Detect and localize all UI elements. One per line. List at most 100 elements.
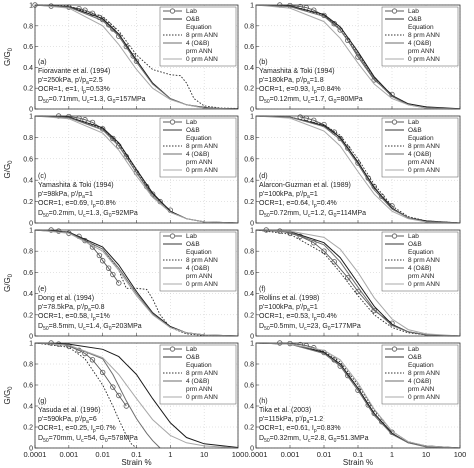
legend-label: prm ANN (408, 159, 435, 166)
grain-label: D50=0.32mm, Uc=2.8, G0=51.3MPa (259, 435, 369, 444)
y-tick-label: 0.4 (244, 291, 254, 298)
reference-label: Dong et al. (1994) (38, 295, 94, 302)
lab-marker (123, 403, 130, 409)
series-line (34, 342, 239, 449)
plot-frame (255, 229, 461, 337)
stress-label: p'=100kPa, p'/pa=1 (259, 304, 318, 313)
y-tick-label: 0.4 (244, 404, 254, 411)
grain-label: D50=0.2mm, Uc=1.3, G0=92MPa (38, 210, 138, 219)
legend-label: prm ANN (186, 159, 213, 166)
legend-label: Equation (408, 24, 434, 31)
grain-label: D50=8.5mm, Uc=1.4, G0=203MPa (38, 323, 142, 332)
lab-marker (133, 58, 140, 64)
series-line (34, 115, 239, 224)
legend-marker (391, 8, 398, 14)
legend-label: 0 prm ANN (408, 394, 440, 401)
lab-marker (110, 271, 116, 278)
reference-label: Tika et al. (2003) (259, 407, 311, 414)
lab-marker (287, 340, 293, 347)
y-tick-label: 1 (29, 341, 33, 348)
stress-label: p'=115kPa, p'/pa=1.2 (259, 416, 323, 425)
series-line (255, 115, 461, 224)
legend-marker (169, 346, 176, 352)
panel-letter: (h) (259, 398, 268, 405)
y-tick-label: 0.8 (244, 362, 254, 369)
index-label: OCR=1, e=0.64, Ip=0.4% (259, 200, 337, 209)
index-label: OCR=1, e=0.93, Ip=0.84% (259, 86, 341, 95)
legend-label: O&B (408, 354, 422, 361)
y-tick-label: 0.4 (23, 291, 33, 298)
y-tick-label: 0.8 (23, 362, 33, 369)
legend-label: 4 (O&B) (186, 40, 209, 47)
series-line (255, 229, 461, 337)
x-tick-label: 0.1 (131, 450, 141, 459)
stress-label: p'=100kPa, p'/pa=1 (259, 191, 318, 200)
y-tick-label: 0.6 (244, 44, 254, 51)
series-line (255, 4, 461, 110)
legend-marker (391, 233, 398, 239)
legend-label: 4 (O&B) (408, 40, 431, 47)
y-axis-label: G/G0 (3, 47, 14, 66)
legend-label: Lab (408, 119, 419, 126)
series-line (255, 342, 461, 449)
y-tick-label: 0.2 (23, 312, 33, 319)
index-label: OCR=1, e=0.53, Ip=0.4% (259, 313, 337, 322)
legend-marker (169, 233, 176, 239)
x-tick-label: 100 (454, 450, 467, 459)
legend-label: Lab (186, 119, 197, 126)
x-tick-label: 10 (422, 450, 430, 459)
series-line (34, 4, 239, 109)
series-line (279, 4, 393, 95)
series-line (255, 229, 461, 337)
legend-label: 4 (O&B) (186, 378, 209, 385)
legend-label: 0 prm ANN (408, 167, 440, 174)
series-line (255, 115, 461, 224)
y-tick-label: 0.8 (23, 135, 33, 142)
panel-letter: (e) (38, 286, 47, 293)
lab-marker (96, 252, 103, 259)
reference-label: Yamashita & Toki (1994) (38, 182, 114, 189)
legend-label: 0 prm ANN (408, 56, 440, 63)
y-tick-label: 0.2 (23, 425, 33, 432)
plot-frame (34, 115, 239, 224)
y-tick-label: 0.4 (244, 65, 254, 72)
y-tick-label: 0.2 (244, 312, 254, 319)
legend-box (159, 344, 237, 405)
y-tick-label: 0.6 (244, 156, 254, 163)
plot-frame (34, 229, 239, 337)
legend-label: Lab (186, 346, 197, 353)
y-tick-label: 0 (250, 334, 254, 341)
y-tick-label: 0.8 (23, 249, 33, 256)
reference-label: Rollins et al. (1998) (259, 295, 319, 302)
legend-label: prm ANN (186, 386, 213, 393)
stress-label: p'=78.5kPa, p'/pa=0.8 (38, 304, 105, 313)
series-line (34, 229, 239, 337)
y-tick-label: 0.2 (244, 425, 254, 432)
plot-frame (34, 4, 239, 110)
lab-marker (89, 10, 96, 17)
lab-marker (321, 248, 327, 254)
stress-label: p'=180kPa, p'/pa=1.8 (259, 77, 324, 86)
lab-marker (110, 135, 116, 142)
legend-label: Lab (408, 346, 419, 353)
lab-marker (345, 275, 351, 281)
y-axis-label: G/G0 (3, 160, 14, 179)
y-axis-label: G/G0 (3, 386, 14, 405)
grain-label: D50=0.72mm, Uc=1.2, G0=114MPa (259, 210, 366, 219)
legend-box (381, 231, 459, 292)
lab-marker (99, 369, 106, 376)
legend-label: 4 (O&B) (186, 151, 209, 158)
x-tick-label: 10 (200, 450, 208, 459)
y-tick-label: 0.8 (23, 23, 33, 30)
stress-label: p'=98kPa, p'/pa=1 (38, 191, 93, 200)
legend-box (159, 231, 237, 292)
series-line (34, 342, 161, 449)
x-tick-label: 100 (232, 450, 245, 459)
panel-letter: (c) (38, 173, 46, 180)
legend-label: O&B (186, 241, 200, 248)
